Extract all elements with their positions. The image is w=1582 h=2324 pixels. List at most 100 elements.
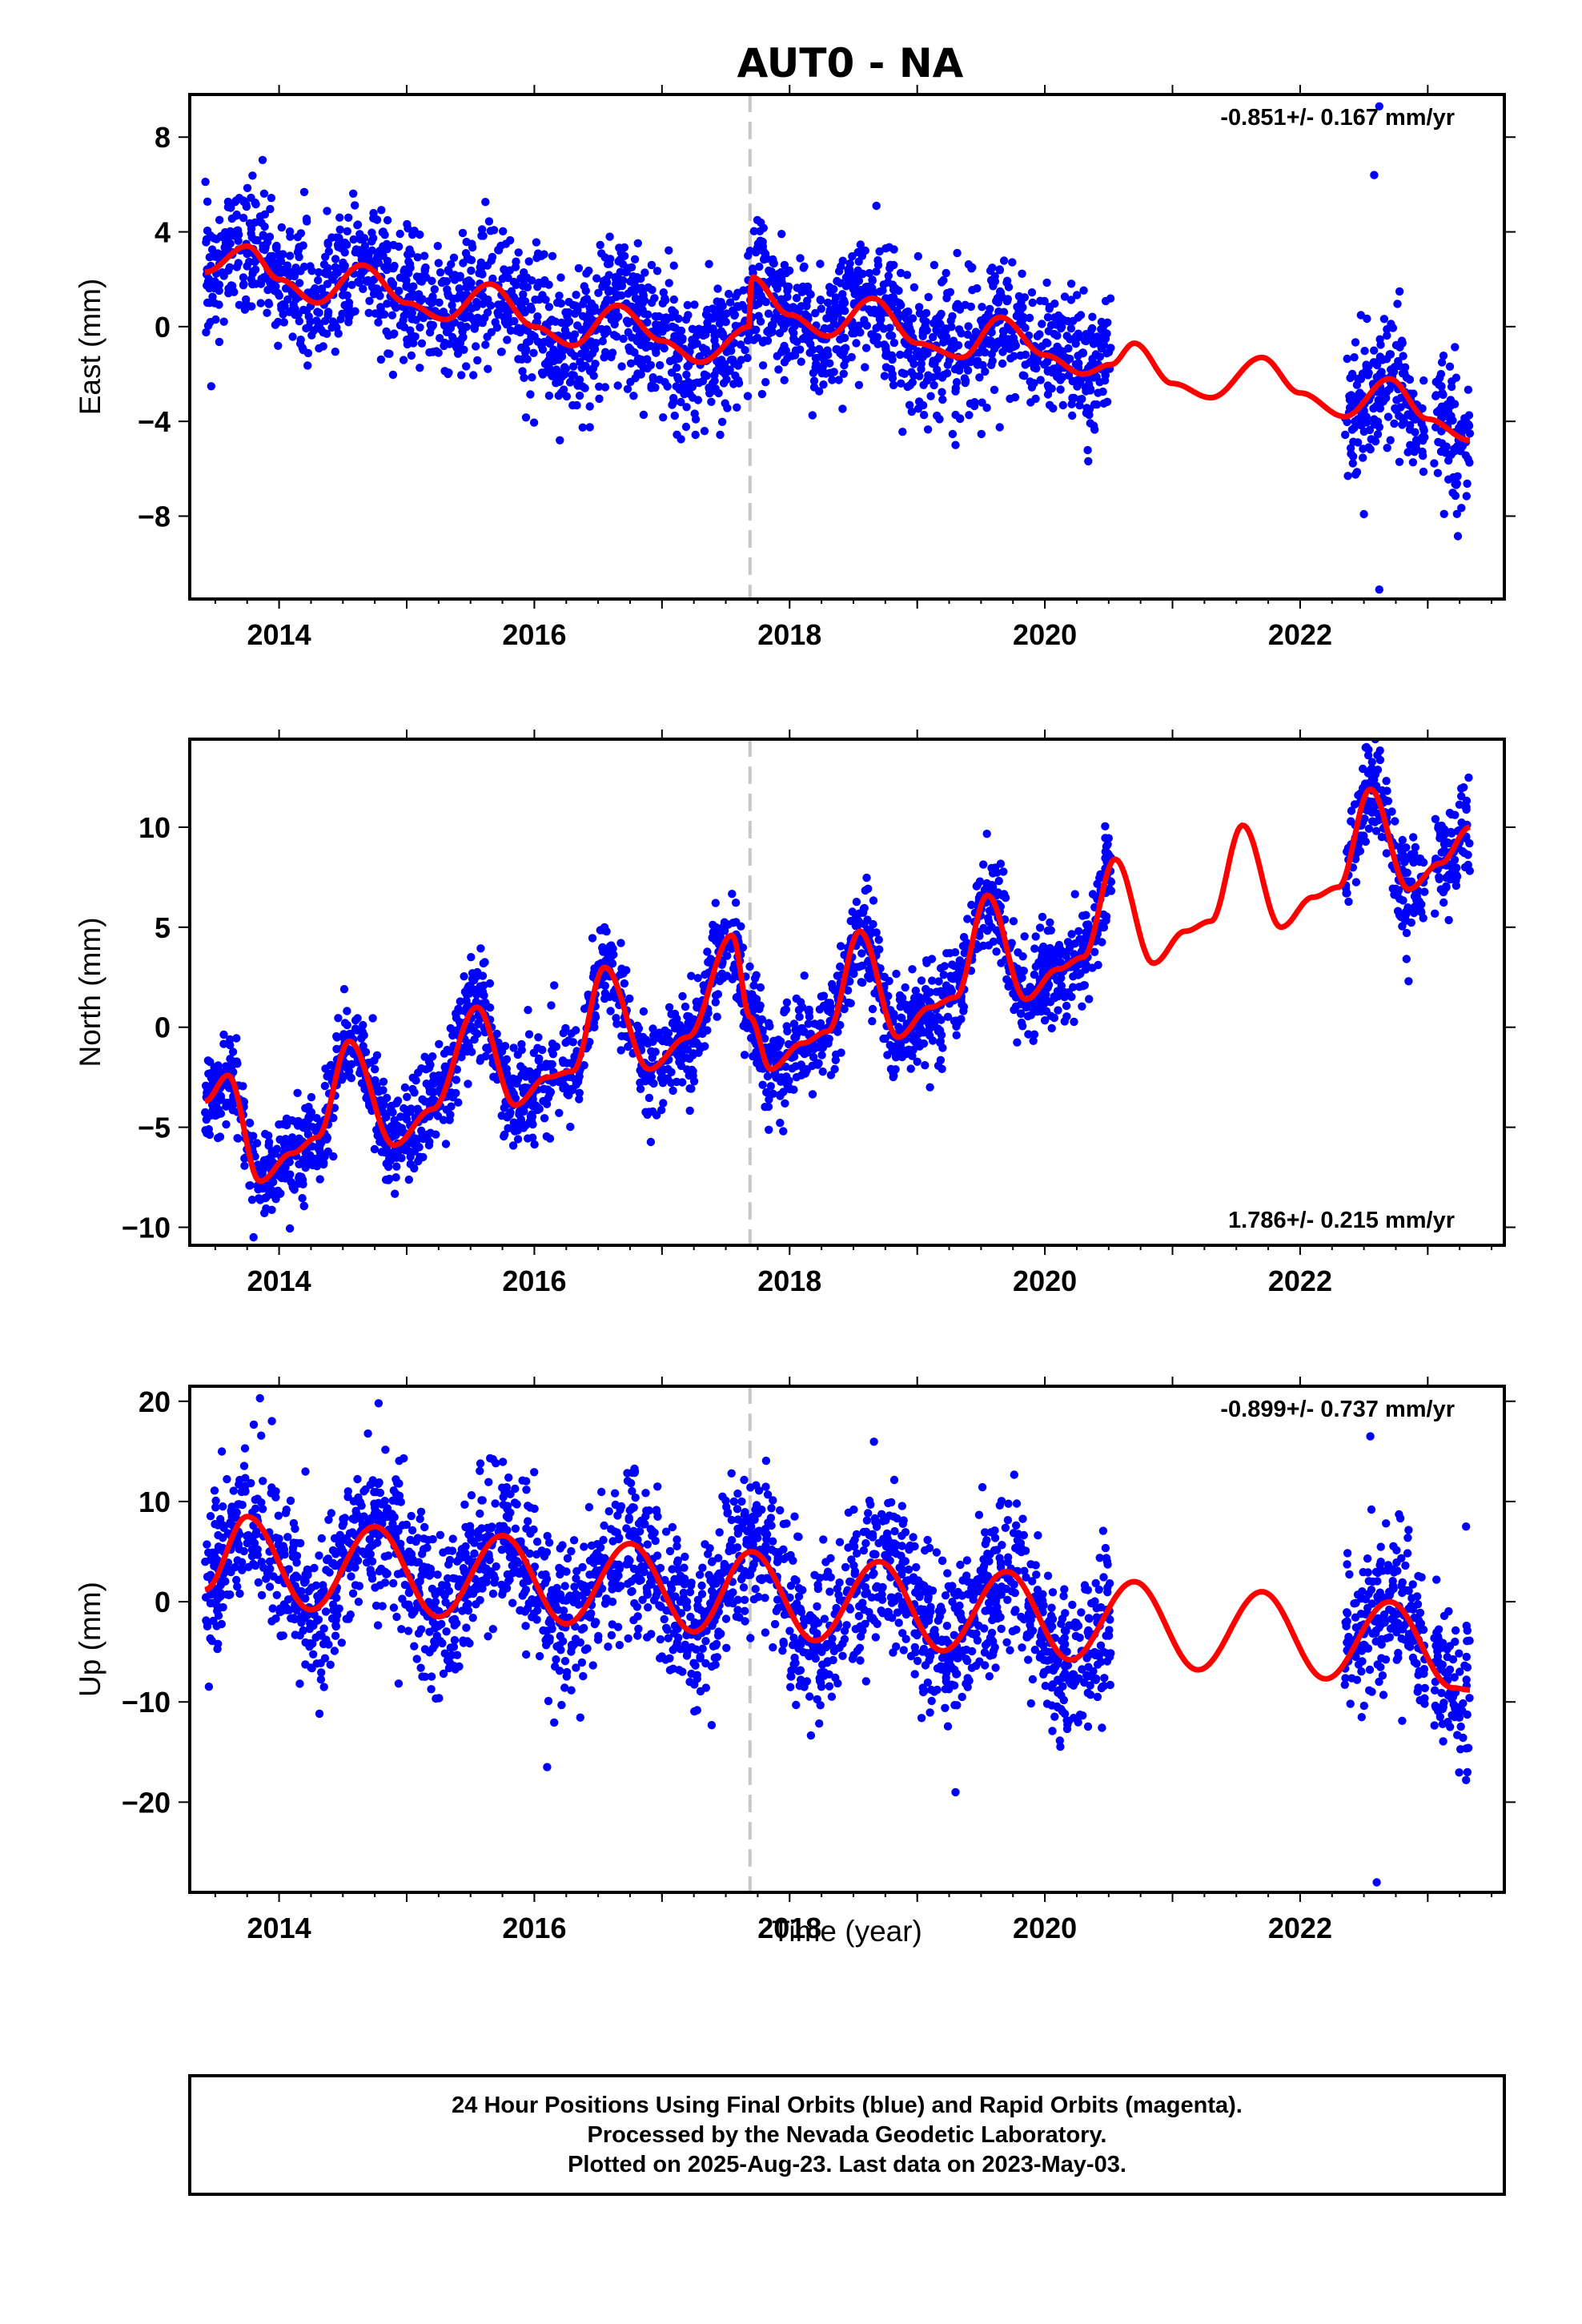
data-point [225, 263, 235, 271]
data-point [669, 1086, 677, 1096]
data-point [929, 373, 938, 382]
data-point [1382, 355, 1391, 364]
data-point [323, 329, 331, 338]
data-point [908, 965, 917, 974]
data-point [1016, 351, 1025, 360]
data-point [600, 383, 610, 392]
data-point [681, 422, 691, 432]
data-point [1404, 411, 1414, 420]
data-point [227, 214, 236, 223]
data-point [687, 971, 696, 980]
data-point [346, 1073, 355, 1082]
data-point [766, 1082, 775, 1091]
data-point [518, 281, 528, 291]
data-point [294, 310, 303, 319]
data-point [1079, 286, 1088, 295]
data-point [1074, 927, 1083, 936]
data-point [792, 294, 801, 303]
data-point [216, 231, 226, 241]
data-point [758, 1080, 767, 1089]
data-point [231, 198, 239, 207]
data-point [919, 380, 928, 389]
data-point [873, 340, 882, 348]
data-point [905, 400, 914, 409]
data-point [1418, 447, 1427, 456]
data-point [961, 376, 970, 385]
data-point [703, 947, 712, 956]
data-point [1066, 279, 1076, 288]
data-point [364, 251, 373, 259]
data-point [368, 1014, 377, 1023]
data-point [769, 255, 777, 264]
data-point [1057, 324, 1066, 333]
data-point [846, 916, 855, 926]
data-point [534, 1056, 543, 1065]
data-point [334, 241, 343, 251]
data-point [1050, 992, 1058, 1001]
data-point [606, 1007, 615, 1015]
data-point [518, 367, 527, 376]
data-point [673, 374, 683, 384]
data-point [321, 252, 330, 261]
data-point [416, 323, 424, 332]
data-point [977, 429, 986, 439]
data-point [332, 1031, 341, 1041]
data-point [521, 1120, 531, 1130]
data-point [239, 213, 248, 223]
data-point [1056, 385, 1065, 394]
data-point [1433, 468, 1443, 477]
data-point [454, 1098, 463, 1107]
data-point [909, 371, 918, 380]
data-point [922, 959, 931, 967]
data-point [1043, 927, 1053, 935]
data-point [987, 360, 996, 369]
data-point [286, 1137, 295, 1146]
data-point [1090, 425, 1099, 434]
data-point [646, 1137, 656, 1147]
data-point [1101, 822, 1110, 831]
data-point [1082, 330, 1090, 339]
data-point [906, 1064, 915, 1073]
data-point [1066, 324, 1076, 333]
data-point [1359, 453, 1367, 462]
data-point [320, 268, 329, 277]
data-point [513, 1050, 522, 1059]
data-point [388, 370, 398, 380]
data-point [339, 1030, 348, 1039]
data-point [527, 305, 536, 314]
data-point [881, 345, 890, 354]
data-point [403, 1092, 412, 1102]
data-point [1452, 509, 1462, 518]
data-point [690, 409, 699, 418]
data-point [452, 1009, 460, 1018]
data-point [575, 1095, 584, 1104]
data-point [632, 336, 642, 346]
data-point [642, 341, 652, 350]
data-point [1042, 357, 1052, 367]
data-point [497, 348, 506, 356]
data-point [500, 318, 510, 327]
data-point [1002, 296, 1011, 306]
data-point [1359, 444, 1367, 453]
data-point [757, 389, 767, 399]
data-point [613, 381, 622, 390]
data-point [780, 260, 789, 270]
data-point [343, 291, 351, 300]
data-point [428, 299, 436, 308]
data-point [696, 1043, 705, 1053]
data-point [392, 1162, 401, 1171]
data-point [636, 360, 645, 368]
data-point [251, 199, 260, 209]
data-point [936, 1037, 946, 1046]
data-point [1465, 429, 1475, 438]
data-point [816, 1019, 825, 1028]
data-point [1408, 458, 1418, 467]
data-point [817, 369, 826, 378]
data-point [481, 998, 490, 1007]
data-point [717, 417, 727, 426]
data-point [1075, 401, 1084, 410]
data-point [259, 189, 269, 198]
data-point [215, 300, 223, 309]
data-point [777, 230, 786, 239]
data-point [854, 380, 864, 389]
